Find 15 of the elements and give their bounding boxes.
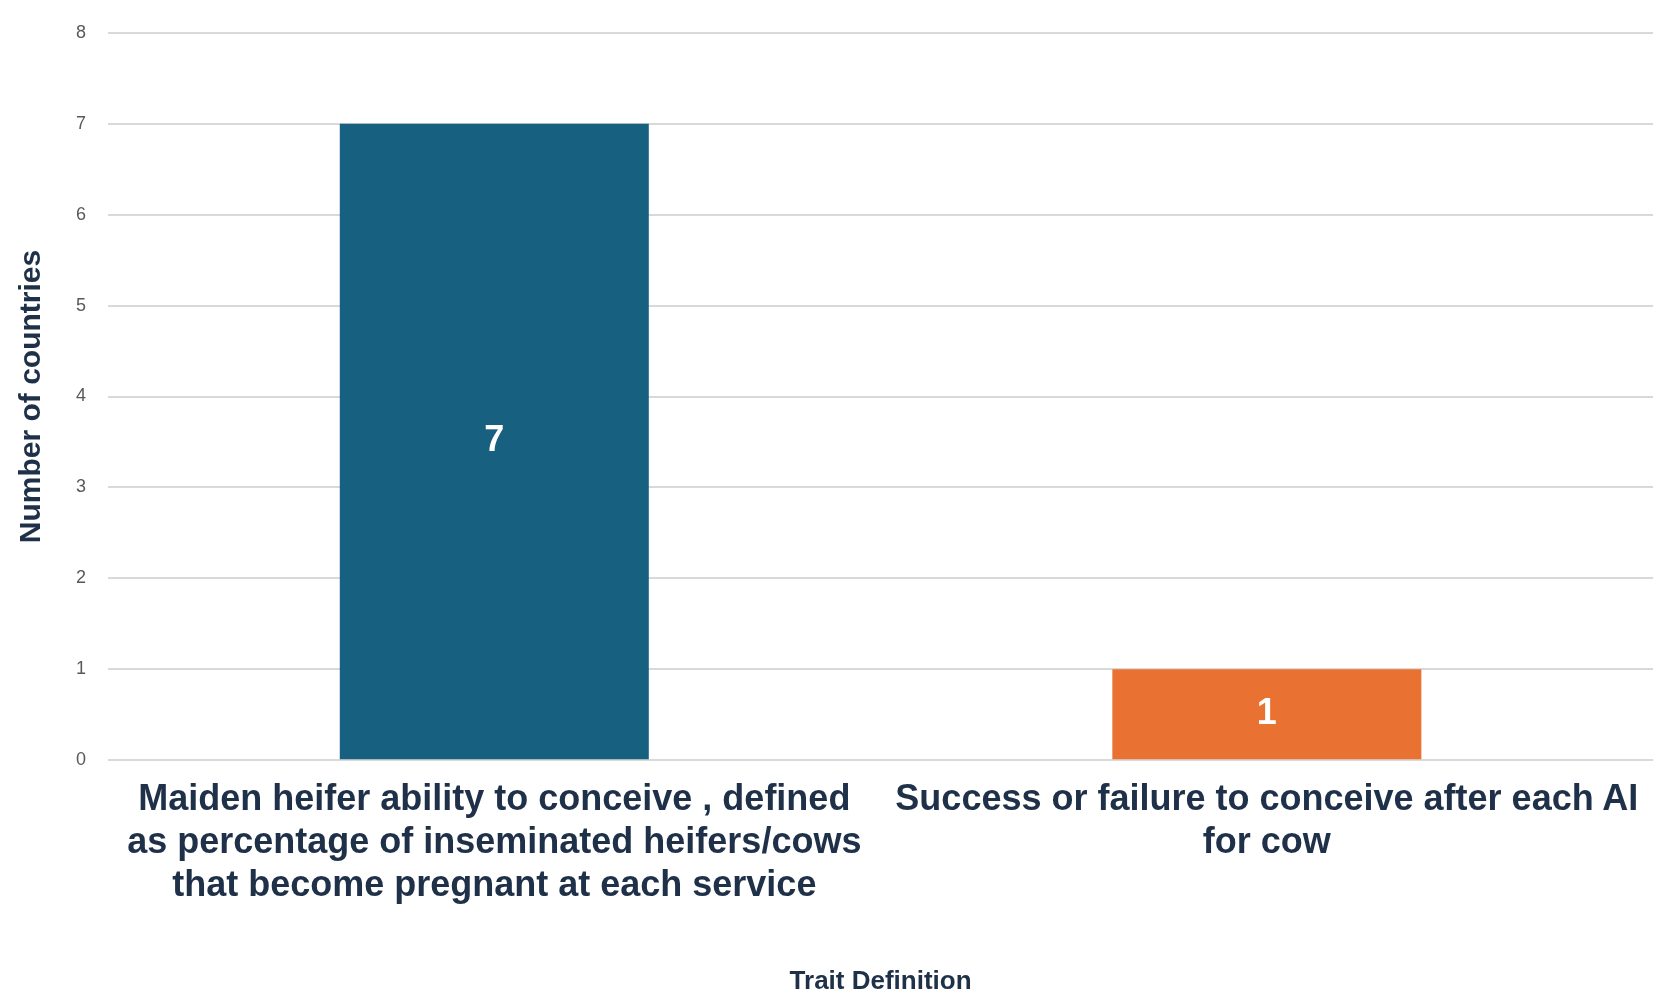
x-tick-label: Success or failure to conceive after each AI for cow [895, 776, 1639, 861]
x-tick-label: Maiden heifer ability to conceive , defined as percentage of inseminated heifers/cows that become pregnant at each service [127, 776, 862, 905]
y-tick-label: 6 [76, 203, 87, 224]
y-tick-label: 3 [76, 476, 87, 497]
x-axis-title: Trait Definition [789, 964, 972, 995]
y-tick-label: 2 [76, 567, 87, 588]
data-label: 7 [484, 418, 505, 460]
y-axis-title: Number of countries [13, 249, 47, 544]
y-tick-label: 8 [76, 21, 87, 42]
y-tick-label: 4 [76, 385, 87, 406]
y-tick-label: 5 [76, 294, 87, 315]
y-tick-label: 7 [76, 112, 87, 133]
y-tick-label: 1 [76, 658, 87, 679]
y-tick-label: 0 [76, 749, 87, 770]
data-label: 1 [1256, 691, 1277, 733]
